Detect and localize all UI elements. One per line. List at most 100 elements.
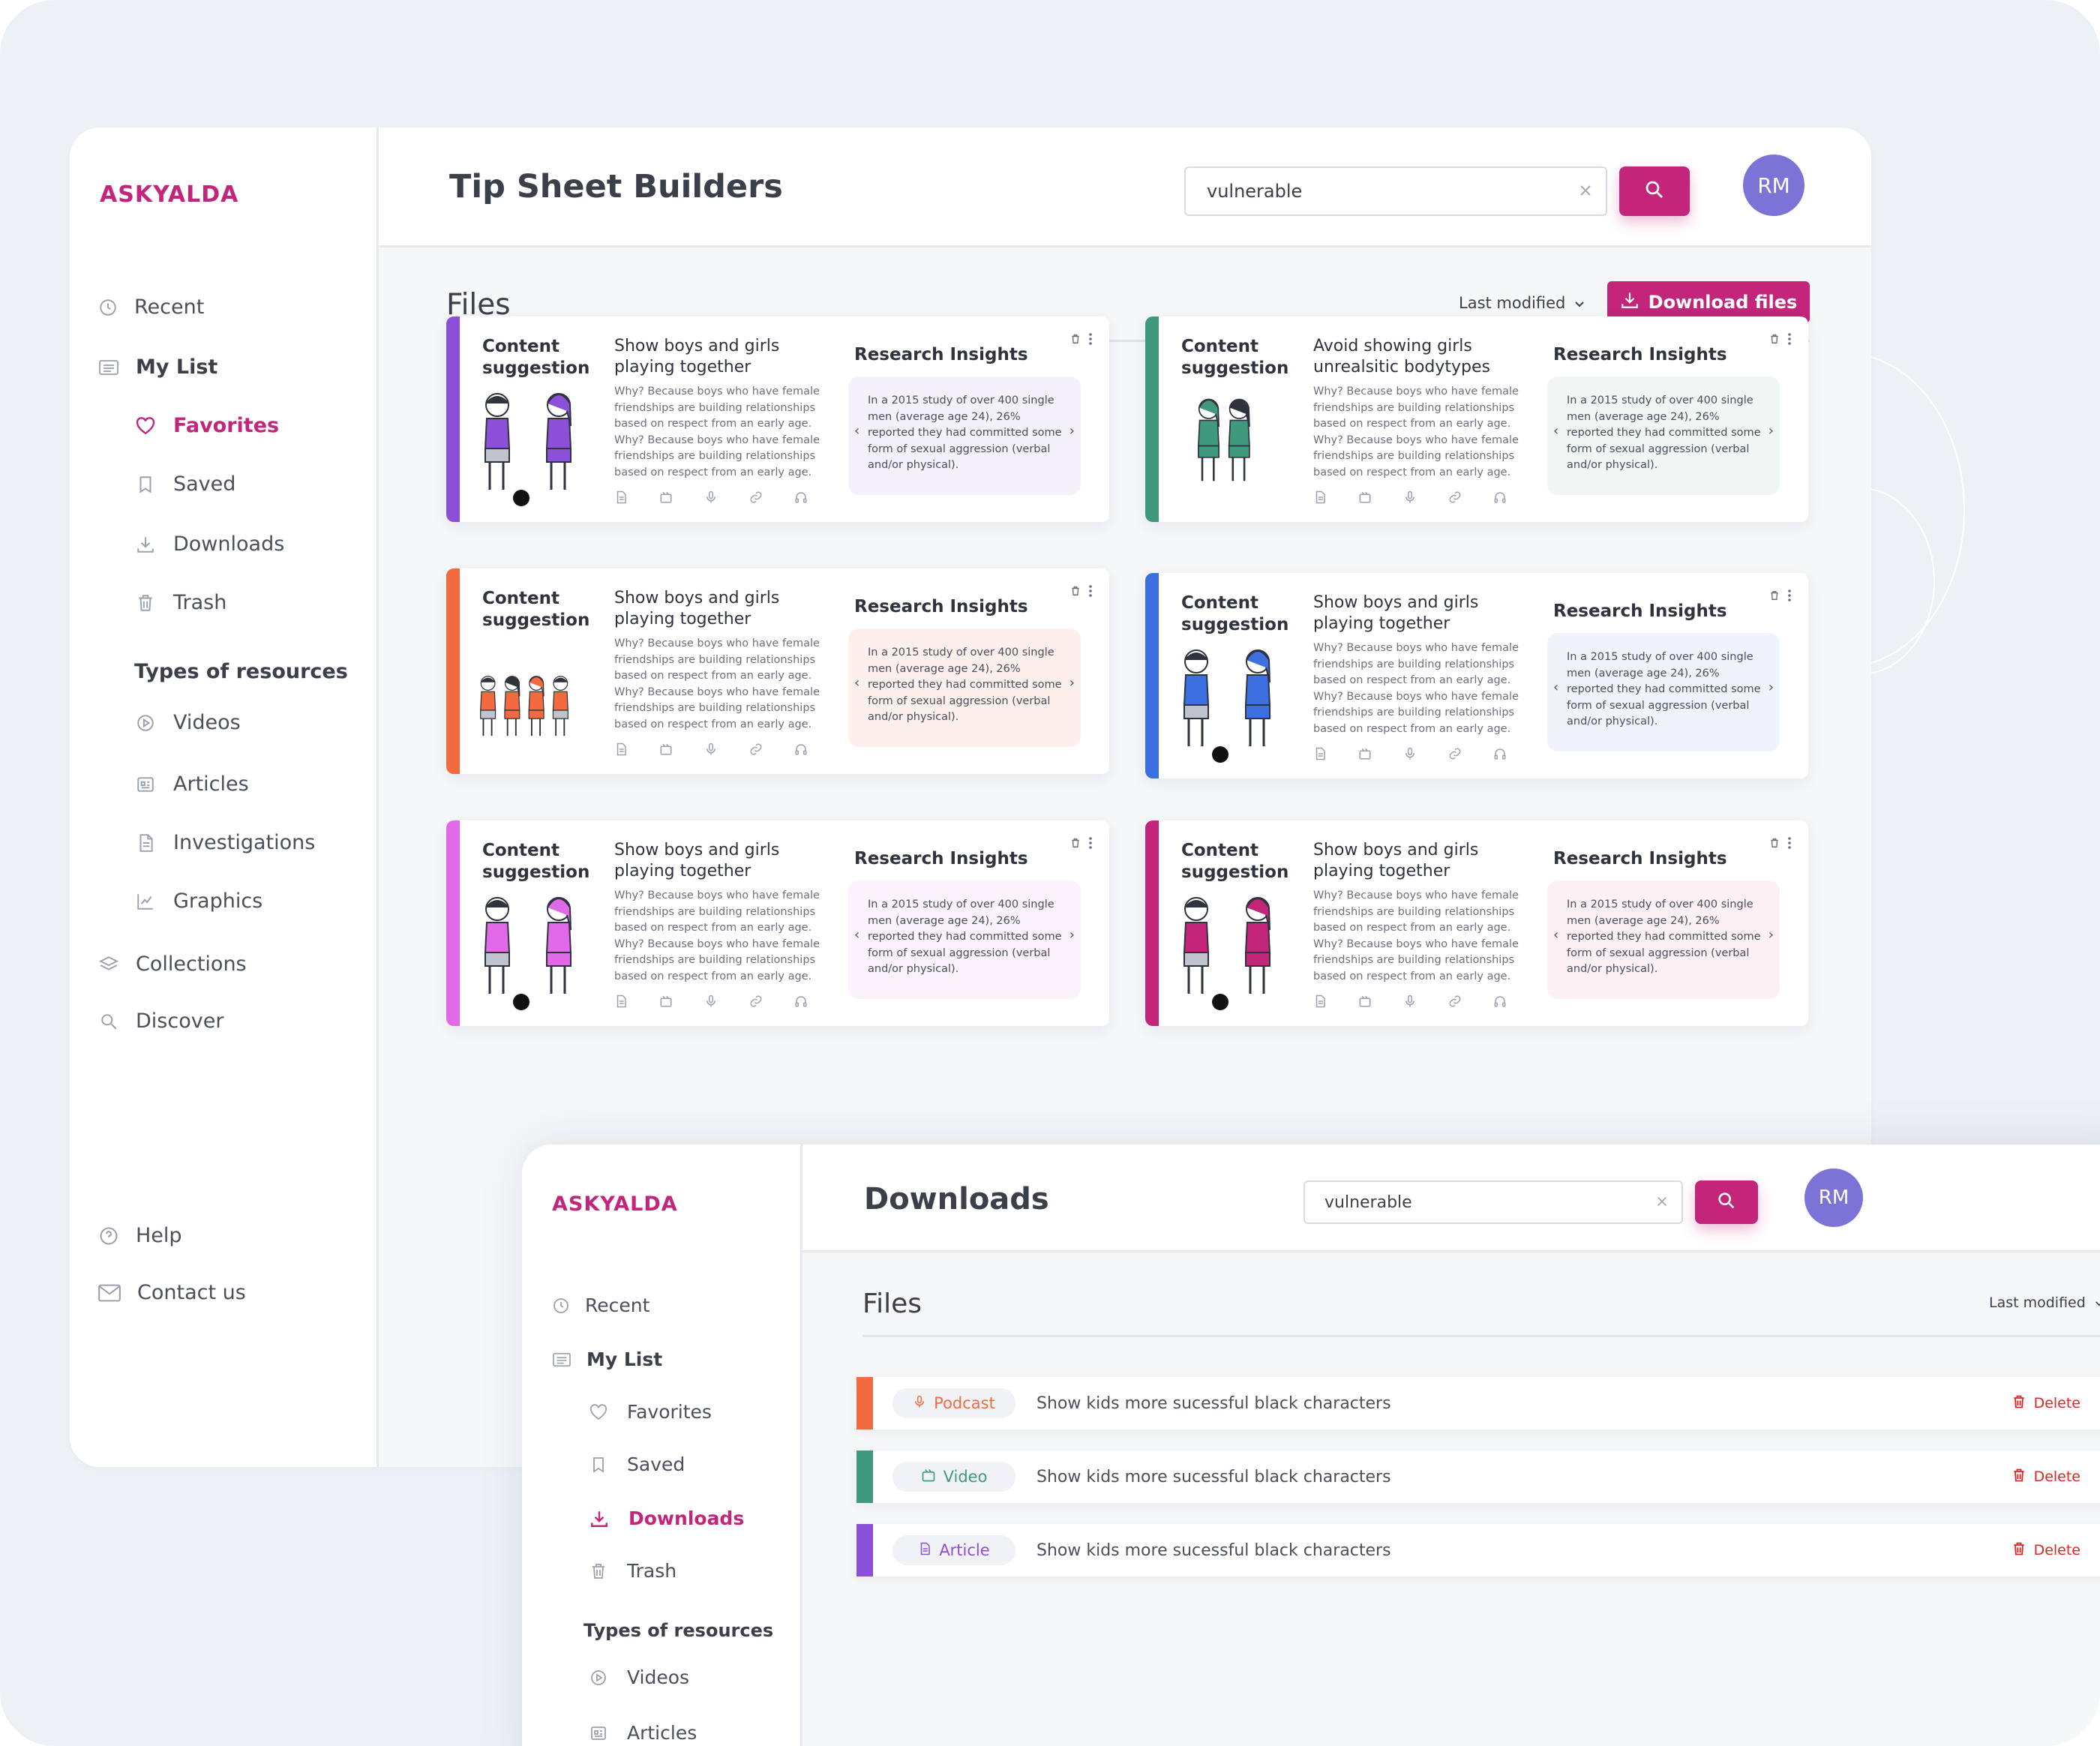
video-icon[interactable] xyxy=(659,994,673,1011)
delete-button[interactable]: Delete xyxy=(2012,1394,2080,1414)
sidebar-item-videos[interactable]: Videos xyxy=(590,1666,689,1688)
headphones-icon[interactable] xyxy=(1493,994,1507,1011)
document-icon[interactable] xyxy=(1313,490,1327,507)
download-row[interactable]: Article Show kids more sucessful black c… xyxy=(856,1524,2100,1576)
chevron-right-icon[interactable]: › xyxy=(1768,927,1774,943)
chevron-left-icon[interactable]: ‹ xyxy=(854,927,860,943)
sidebar-item-graphics[interactable]: Graphics xyxy=(136,890,262,913)
sidebar-item-saved[interactable]: Saved xyxy=(136,472,236,496)
sort-dropdown[interactable]: Last modified xyxy=(1459,294,1585,312)
headphones-icon[interactable] xyxy=(794,490,808,507)
link-icon[interactable] xyxy=(749,742,763,759)
chevron-left-icon[interactable]: ‹ xyxy=(1553,927,1559,943)
document-icon[interactable] xyxy=(1313,994,1327,1011)
document-icon[interactable] xyxy=(614,994,628,1011)
sidebar-item-saved[interactable]: Saved xyxy=(590,1454,685,1475)
chevron-left-icon[interactable]: ‹ xyxy=(1553,680,1559,695)
avatar[interactable]: RM xyxy=(1743,154,1804,216)
chevron-right-icon[interactable]: › xyxy=(1768,680,1774,695)
sidebar-item-articles[interactable]: Articles xyxy=(590,1722,697,1744)
video-icon[interactable] xyxy=(1358,994,1372,1011)
trash-icon[interactable] xyxy=(1070,585,1081,600)
search-button[interactable] xyxy=(1695,1180,1758,1224)
sidebar-item-favorites[interactable]: Favorites xyxy=(136,414,279,437)
more-vertical-icon[interactable] xyxy=(1787,333,1792,348)
delete-button[interactable]: Delete xyxy=(2012,1540,2080,1561)
headphones-icon[interactable] xyxy=(1493,747,1507,764)
chevron-left-icon[interactable]: ‹ xyxy=(1553,423,1559,439)
content-card[interactable]: Content suggestion Show boys and girls p… xyxy=(1145,573,1808,778)
chevron-right-icon[interactable]: › xyxy=(1069,423,1075,439)
avatar[interactable]: RM xyxy=(1804,1168,1863,1227)
trash-icon[interactable] xyxy=(1769,590,1780,604)
search-input[interactable]: vulnerable xyxy=(1304,1180,1683,1224)
more-vertical-icon[interactable] xyxy=(1088,333,1093,348)
video-icon[interactable] xyxy=(659,490,673,507)
microphone-icon[interactable] xyxy=(1403,747,1417,764)
sidebar-item-collections[interactable]: Collections xyxy=(98,952,247,976)
more-vertical-icon[interactable] xyxy=(1787,590,1792,604)
chevron-left-icon[interactable]: ‹ xyxy=(854,423,860,439)
content-card[interactable]: Content suggestion Show boys and girls p… xyxy=(446,568,1109,774)
sidebar-item-recent[interactable]: Recent xyxy=(98,296,204,319)
sidebar-item-trash[interactable]: Trash xyxy=(136,591,226,614)
sort-dropdown[interactable]: Last modified xyxy=(1989,1294,2100,1311)
clear-icon[interactable] xyxy=(1656,1193,1668,1212)
headphones-icon[interactable] xyxy=(794,742,808,759)
sidebar-item-my-list[interactable]: My List xyxy=(552,1348,662,1370)
search-button[interactable] xyxy=(1619,166,1690,216)
download-files-button[interactable]: Download files xyxy=(1607,281,1810,323)
video-icon[interactable] xyxy=(1358,747,1372,764)
download-row[interactable]: Video Show kids more sucessful black cha… xyxy=(856,1450,2100,1503)
document-icon[interactable] xyxy=(1313,747,1327,764)
link-icon[interactable] xyxy=(749,490,763,507)
link-icon[interactable] xyxy=(1448,490,1462,507)
sidebar-item-downloads[interactable]: Downloads xyxy=(136,532,284,556)
askyalda-logo[interactable]: ASKYALDA xyxy=(552,1192,678,1216)
more-vertical-icon[interactable] xyxy=(1088,837,1093,852)
video-icon[interactable] xyxy=(659,742,673,759)
clear-icon[interactable] xyxy=(1579,181,1592,202)
microphone-icon[interactable] xyxy=(704,742,718,759)
headphones-icon[interactable] xyxy=(794,994,808,1011)
more-vertical-icon[interactable] xyxy=(1088,585,1093,600)
trash-icon[interactable] xyxy=(1769,837,1780,852)
content-card[interactable]: Content suggestion Show boys and girls p… xyxy=(1145,820,1808,1026)
sidebar-item-my-list[interactable]: My List xyxy=(98,356,218,379)
trash-icon[interactable] xyxy=(1070,333,1081,348)
download-row[interactable]: Podcast Show kids more sucessful black c… xyxy=(856,1377,2100,1430)
sidebar-item-discover[interactable]: Discover xyxy=(98,1010,224,1033)
chevron-right-icon[interactable]: › xyxy=(1768,423,1774,439)
link-icon[interactable] xyxy=(749,994,763,1011)
sidebar-item-recent[interactable]: Recent xyxy=(552,1294,650,1316)
headphones-icon[interactable] xyxy=(1493,490,1507,507)
trash-icon[interactable] xyxy=(1070,837,1081,852)
content-card[interactable]: Content suggestion Avoid showing girls u… xyxy=(1145,316,1808,522)
chevron-left-icon[interactable]: ‹ xyxy=(854,675,860,691)
sidebar-item-articles[interactable]: Articles xyxy=(136,772,249,796)
sidebar-item-investigations[interactable]: Investigations xyxy=(136,831,315,854)
sidebar-item-trash[interactable]: Trash xyxy=(590,1560,676,1582)
sidebar-item-downloads[interactable]: Downloads xyxy=(590,1508,744,1529)
trash-icon[interactable] xyxy=(1769,333,1780,348)
delete-button[interactable]: Delete xyxy=(2012,1467,2080,1487)
sidebar-item-favorites[interactable]: Favorites xyxy=(590,1401,712,1423)
microphone-icon[interactable] xyxy=(1403,490,1417,507)
askyalda-logo[interactable]: ASKYALDA xyxy=(100,182,239,208)
search-input[interactable]: vulnerable xyxy=(1184,166,1607,216)
link-icon[interactable] xyxy=(1448,994,1462,1011)
chevron-right-icon[interactable]: › xyxy=(1069,927,1075,943)
sidebar-item-contact[interactable]: Contact us xyxy=(98,1281,246,1304)
sidebar-item-help[interactable]: Help xyxy=(98,1224,182,1247)
microphone-icon[interactable] xyxy=(704,490,718,507)
microphone-icon[interactable] xyxy=(1403,994,1417,1011)
sidebar-item-videos[interactable]: Videos xyxy=(136,711,241,734)
content-card[interactable]: Content suggestion Show boys and girls p… xyxy=(446,820,1109,1026)
more-vertical-icon[interactable] xyxy=(1787,837,1792,852)
chevron-right-icon[interactable]: › xyxy=(1069,675,1075,691)
document-icon[interactable] xyxy=(614,742,628,759)
video-icon[interactable] xyxy=(1358,490,1372,507)
content-card[interactable]: Content suggestion Show boys and girls p… xyxy=(446,316,1109,522)
document-icon[interactable] xyxy=(614,490,628,507)
microphone-icon[interactable] xyxy=(704,994,718,1011)
